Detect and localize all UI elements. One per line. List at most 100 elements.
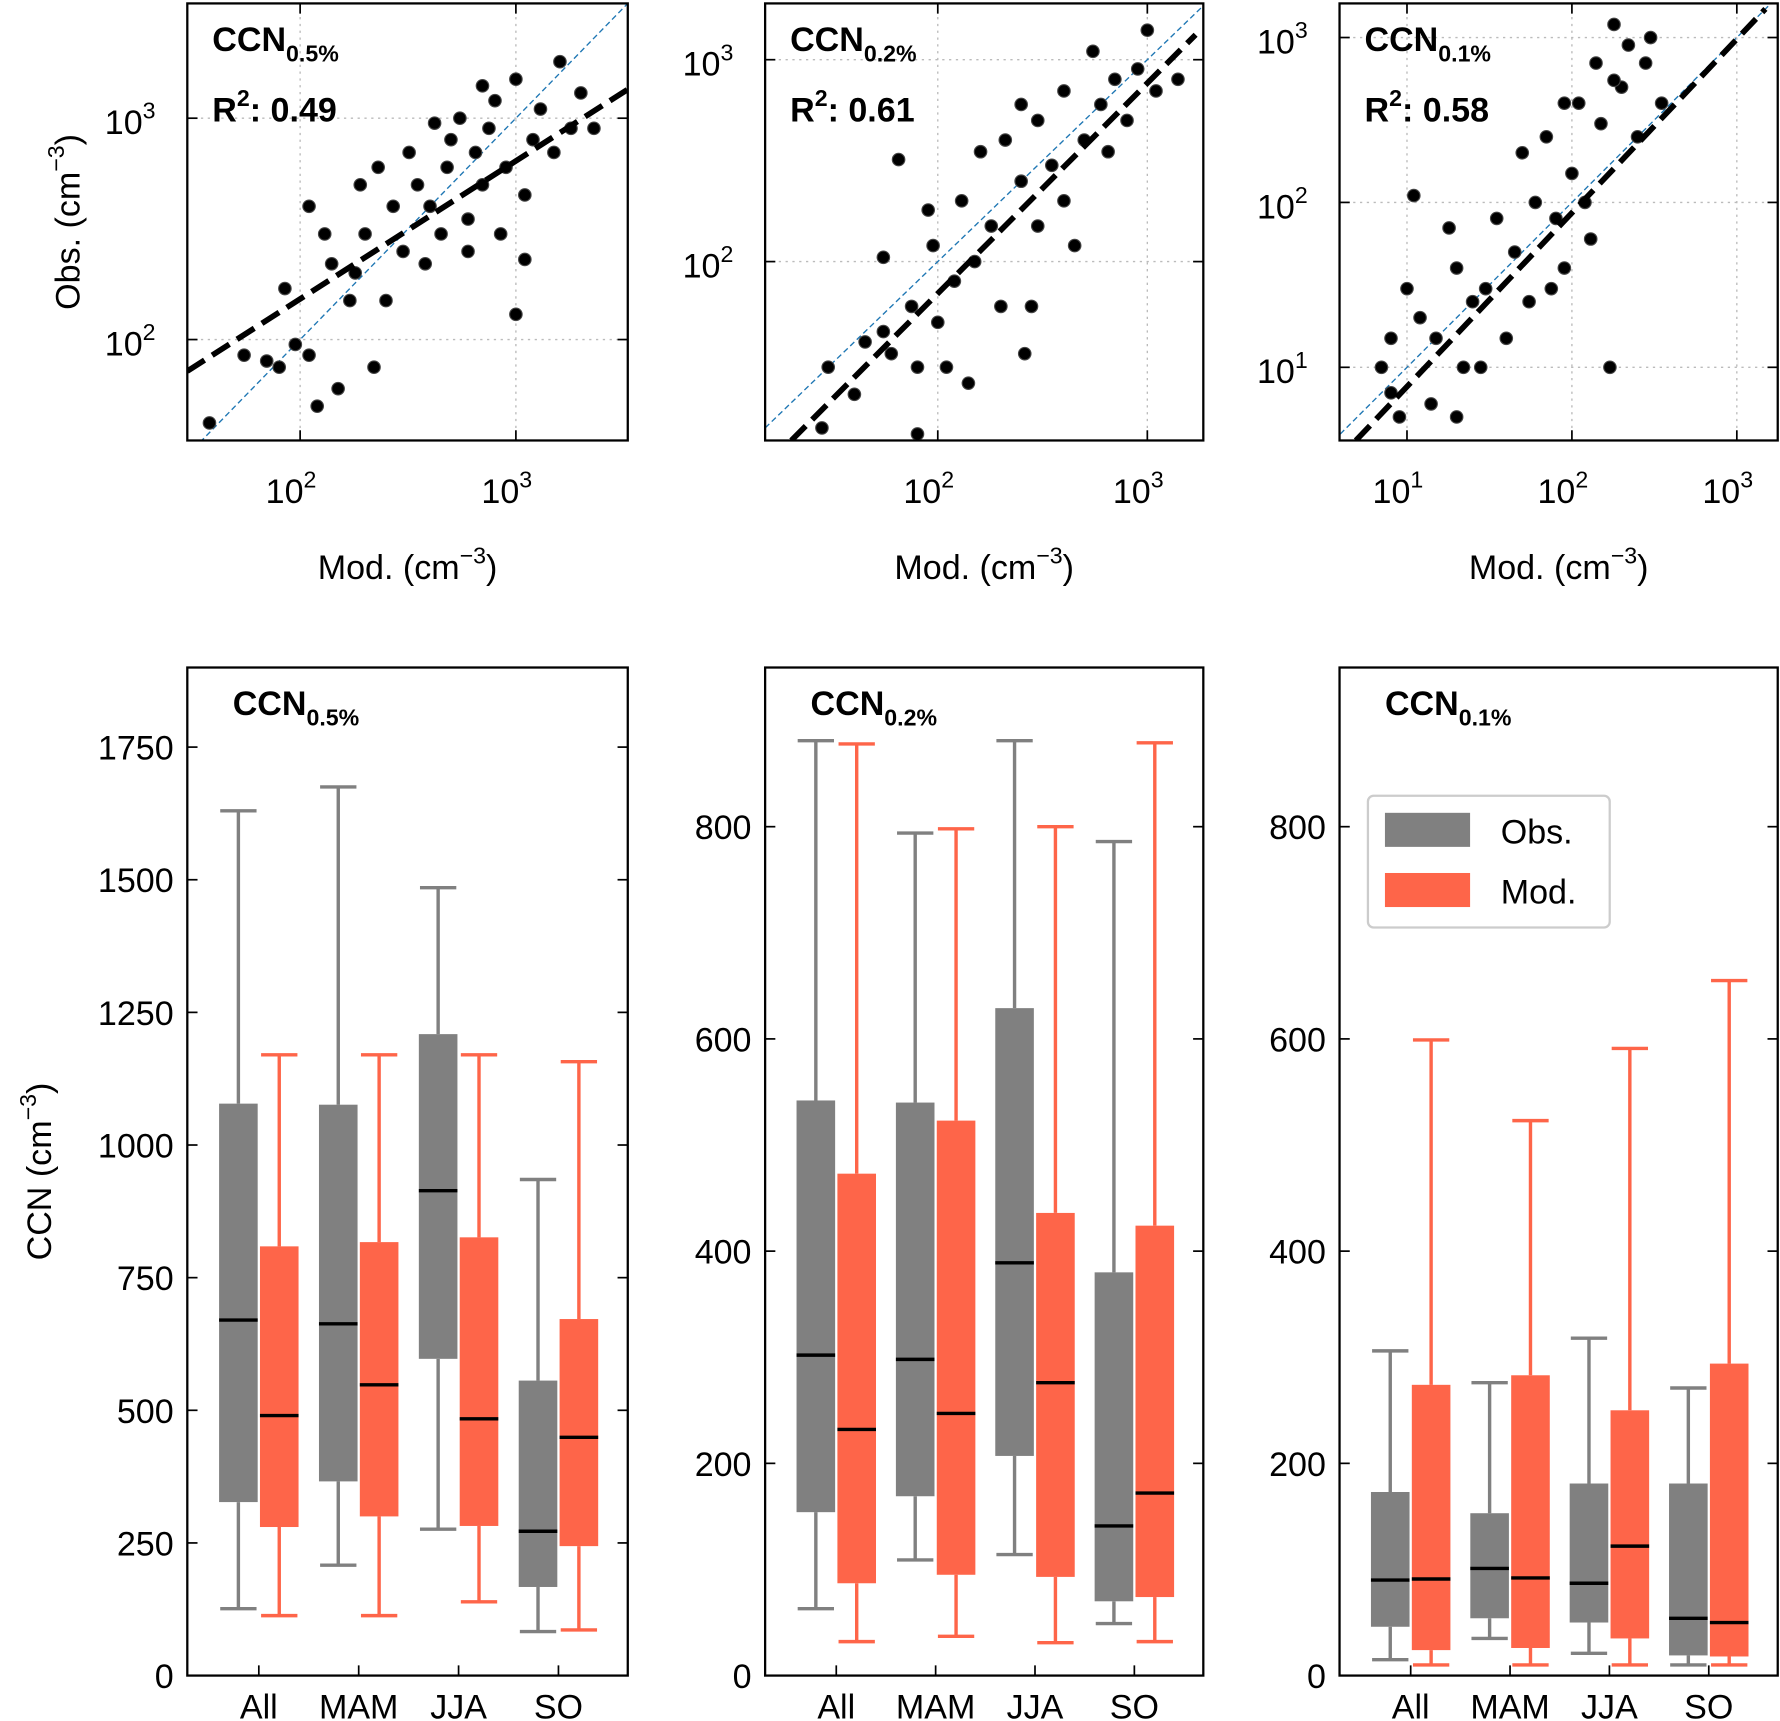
x-tick-label: SO — [1110, 1689, 1159, 1721]
panel-title: CCN0.5% — [212, 21, 339, 66]
point — [468, 145, 483, 160]
point — [891, 152, 906, 167]
y-tick-label: 1750 — [98, 730, 174, 768]
point — [367, 360, 381, 375]
point — [440, 160, 454, 175]
point — [1044, 158, 1059, 173]
y-axis-label-part: ) — [21, 1083, 59, 1094]
point — [1413, 310, 1427, 325]
box — [1511, 1375, 1550, 1648]
panel-title: CCN0.1% — [1385, 685, 1512, 730]
y-tick-label-part: 10 — [1257, 23, 1295, 61]
y-tick-label-part: 2 — [143, 319, 156, 345]
y-tick-label: 200 — [695, 1446, 752, 1484]
x-tick-label-part: 3 — [519, 467, 532, 493]
box — [1036, 1212, 1075, 1577]
point — [587, 121, 601, 136]
annotation-part: R — [790, 91, 815, 129]
point — [858, 335, 872, 349]
box — [1370, 1492, 1410, 1627]
point — [402, 145, 416, 160]
plot-area — [765, 3, 1204, 441]
box — [1610, 1410, 1650, 1639]
point — [418, 256, 433, 271]
y-tick-label: 600 — [695, 1021, 752, 1059]
y-tick-label-part: 3 — [143, 98, 156, 124]
frame — [1338, 2, 1779, 442]
box — [219, 1103, 258, 1503]
point — [984, 219, 999, 233]
y-tick-label: 200 — [1269, 1446, 1326, 1484]
y-tick-label-part: 3 — [720, 39, 733, 65]
y-tick-label-part: 10 — [683, 247, 721, 285]
box — [1709, 1363, 1749, 1657]
frame — [186, 2, 629, 442]
box — [1094, 1272, 1134, 1602]
y-tick-label-part: 10 — [1257, 353, 1295, 391]
point — [961, 376, 976, 390]
point — [1429, 331, 1443, 346]
panel-title-part: CCN — [811, 685, 885, 723]
point — [310, 399, 325, 413]
legend-label: Mod. — [1501, 874, 1577, 912]
box — [1135, 1225, 1175, 1598]
point — [379, 293, 393, 308]
point — [904, 299, 919, 314]
x-tick-label-part: 10 — [1702, 473, 1740, 511]
x-axis-label: Mod. (cm−3) — [894, 543, 1074, 587]
point — [553, 54, 567, 69]
y-tick-label: 800 — [1269, 809, 1326, 847]
point — [1449, 261, 1464, 275]
box — [318, 1104, 358, 1482]
point — [910, 360, 925, 374]
y-tick-label: 800 — [695, 809, 752, 847]
box — [559, 1319, 599, 1547]
x-axis-label-part: Mod. (cm — [1469, 549, 1611, 587]
annotation: R2: 0.61 — [790, 85, 915, 129]
x-tick-label: JJA — [1007, 1689, 1064, 1721]
box — [995, 1008, 1034, 1456]
x-tick-label: 102 — [903, 467, 954, 511]
point — [1057, 84, 1071, 98]
y-tick-label: 103 — [1257, 17, 1308, 61]
point — [1478, 281, 1493, 296]
point — [815, 421, 829, 435]
point — [202, 416, 217, 430]
y-tick-label: 102 — [683, 241, 734, 285]
point — [410, 178, 425, 192]
point — [1384, 331, 1398, 346]
y-tick-label-part: 3 — [1295, 17, 1308, 43]
point — [518, 252, 532, 267]
y-tick-label: 1250 — [98, 995, 174, 1033]
point — [574, 86, 588, 100]
panel-title: CCN0.1% — [1365, 21, 1492, 66]
point — [526, 132, 540, 147]
point — [1067, 238, 1082, 253]
point — [1140, 23, 1155, 38]
point — [1424, 397, 1438, 411]
y-tick-label-part: 2 — [1295, 182, 1308, 208]
point — [1489, 211, 1504, 226]
y-tick-label: 500 — [117, 1393, 174, 1431]
point — [1014, 174, 1028, 189]
box — [518, 1380, 558, 1587]
point — [518, 188, 532, 202]
frame — [1338, 666, 1779, 1677]
y-axis-label-part: −3 — [43, 145, 69, 171]
box — [418, 1034, 458, 1359]
point — [1400, 281, 1414, 296]
point — [930, 315, 945, 330]
point — [278, 281, 292, 296]
x-axis-label-part: ) — [1063, 549, 1074, 587]
point — [461, 212, 475, 226]
panel-title-part: CCN — [1365, 21, 1439, 59]
point — [348, 266, 363, 280]
point — [1057, 194, 1071, 208]
point — [1607, 17, 1621, 32]
point — [1557, 261, 1572, 275]
annotation-part: 2 — [237, 85, 250, 111]
point — [493, 227, 508, 241]
y-tick-label: 400 — [695, 1234, 752, 1272]
panel-title: CCN0.2% — [790, 21, 917, 66]
frame — [763, 2, 1205, 442]
